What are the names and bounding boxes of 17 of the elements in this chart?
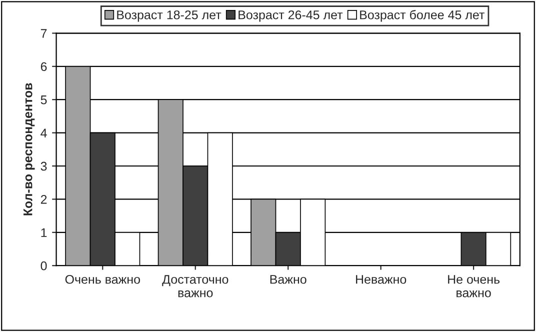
y-tick-label: 3: [40, 162, 47, 171]
y-tick-label: 7: [40, 29, 47, 38]
x-tick-label: Неважно: [356, 275, 406, 284]
legend-label: Возраст более 45 лет: [360, 10, 485, 22]
legend-label: Возраст 26-45 лет: [238, 10, 343, 22]
y-tick-label: 1: [41, 228, 47, 237]
x-tick-label: Достаточно важно: [162, 275, 228, 298]
y-tick-label: 5: [40, 96, 47, 104]
y-tick-label: 2: [40, 195, 47, 204]
legend-label: Возраст 18-25 лет: [117, 10, 222, 22]
x-tick-label: Важно: [270, 275, 306, 284]
y-tick-label: 4: [40, 128, 47, 138]
y-axis-title: Кол-во респондентов: [24, 83, 35, 216]
x-tick-label: Очень важно: [65, 274, 140, 284]
y-tick-label: 0: [40, 261, 47, 270]
x-tick-label: Не очень важно: [448, 275, 500, 298]
y-tick-label: 6: [40, 62, 47, 72]
